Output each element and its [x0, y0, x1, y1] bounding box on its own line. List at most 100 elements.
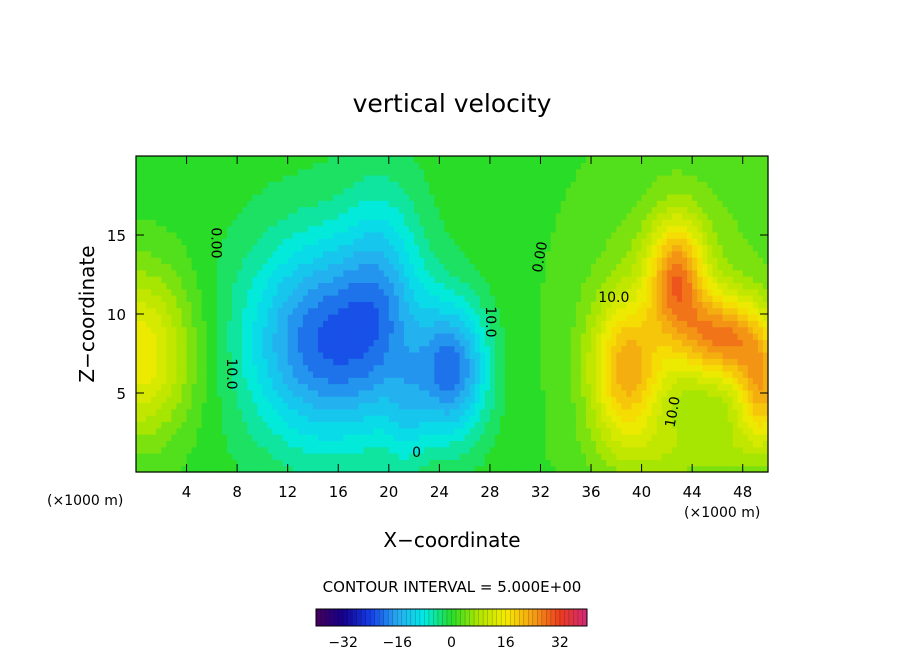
field-cell — [358, 269, 365, 277]
field-cell — [201, 263, 208, 271]
field-cell — [136, 225, 142, 233]
field-cell — [429, 162, 435, 170]
field-cell — [555, 162, 562, 170]
field-cell — [540, 332, 547, 340]
field-cell — [611, 276, 617, 283]
field-cell — [323, 250, 329, 258]
field-cell — [333, 187, 339, 195]
field-cell — [247, 238, 253, 246]
field-cell — [535, 440, 542, 448]
field-cell — [247, 244, 253, 252]
field-cell — [368, 225, 375, 233]
field-cell — [515, 332, 521, 340]
field-cell — [262, 174, 269, 182]
field-cell — [373, 402, 380, 410]
field-cell — [550, 314, 557, 321]
field-cell — [606, 187, 612, 195]
field-cell — [434, 383, 440, 391]
field-cell — [171, 206, 178, 214]
field-cell — [333, 320, 339, 328]
field-cell — [616, 250, 622, 258]
field-cell — [403, 263, 410, 271]
field-cell — [540, 434, 547, 441]
field-cell — [398, 181, 405, 189]
field-cell — [393, 257, 400, 265]
field-cell — [444, 212, 451, 220]
field-cell — [520, 307, 526, 315]
field-cell — [237, 421, 243, 429]
field-cell — [403, 250, 410, 258]
field-cell — [211, 250, 218, 258]
field-cell — [338, 351, 344, 359]
field-cell — [267, 415, 274, 423]
field-cell — [631, 295, 638, 302]
field-cell — [449, 408, 456, 416]
field-cell — [166, 332, 172, 340]
field-cell — [338, 181, 344, 189]
field-cell — [474, 396, 481, 404]
field-cell — [267, 440, 274, 448]
field-cell — [550, 187, 557, 195]
field-cell — [621, 187, 628, 195]
field-cell — [287, 351, 294, 359]
field-cell — [530, 434, 537, 441]
field-cell — [141, 276, 147, 283]
field-cell — [262, 238, 269, 246]
field-cell — [591, 276, 597, 283]
field-cell — [272, 446, 279, 454]
field-cell — [429, 465, 435, 473]
field-cell — [611, 200, 617, 208]
field-cell — [297, 168, 304, 176]
field-cell — [439, 314, 446, 321]
field-cell — [196, 225, 203, 233]
field-cell — [176, 314, 183, 321]
field-cell — [525, 408, 531, 416]
field-cell — [606, 174, 612, 182]
field-cell — [479, 332, 486, 340]
field-cell — [151, 238, 157, 246]
field-cell — [585, 282, 592, 290]
field-cell — [343, 263, 349, 271]
field-cell — [596, 231, 602, 239]
field-cell — [494, 383, 501, 391]
field-cell — [287, 156, 294, 163]
field-cell — [489, 415, 496, 423]
field-cell — [227, 415, 233, 423]
field-cell — [444, 269, 451, 277]
field-cell — [156, 326, 162, 334]
field-cell — [262, 370, 269, 378]
field-cell — [242, 434, 248, 441]
field-cell — [196, 358, 203, 366]
field-cell — [146, 307, 152, 315]
field-cell — [398, 288, 405, 296]
field-cell — [232, 231, 238, 239]
field-cell — [525, 320, 531, 328]
field-cell — [181, 168, 188, 176]
field-cell — [196, 181, 203, 189]
field-cell — [227, 187, 233, 195]
field-cell — [297, 446, 304, 454]
field-cell — [216, 326, 223, 334]
field-cell — [393, 307, 400, 315]
field-cell — [312, 307, 319, 315]
field-cell — [292, 415, 299, 423]
field-cell — [201, 427, 208, 435]
field-cell — [146, 440, 152, 448]
field-cell — [585, 465, 592, 473]
field-cell — [596, 276, 602, 283]
field-cell — [191, 345, 198, 353]
field-cell — [318, 332, 324, 340]
field-cell — [550, 156, 557, 163]
field-cell — [156, 415, 162, 423]
field-cell — [560, 415, 567, 423]
field-cell — [211, 276, 218, 283]
field-cell — [211, 364, 218, 372]
field-cell — [136, 358, 142, 366]
field-cell — [333, 377, 339, 385]
field-cell — [550, 257, 557, 265]
field-cell — [146, 187, 152, 195]
field-cell — [338, 364, 344, 372]
field-cell — [343, 440, 349, 448]
field-cell — [333, 345, 339, 353]
field-cell — [292, 459, 299, 467]
